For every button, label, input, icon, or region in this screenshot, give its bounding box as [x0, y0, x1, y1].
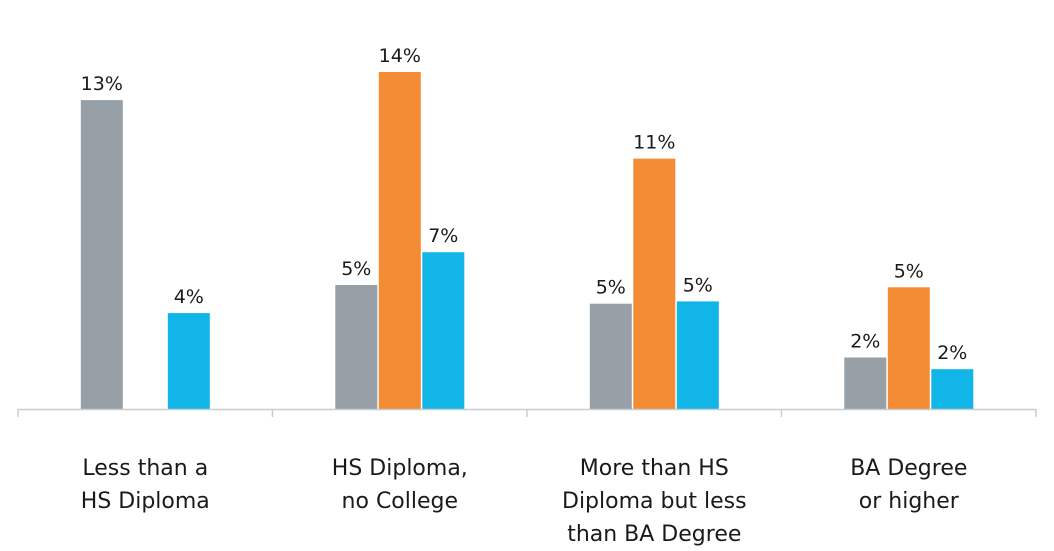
data-label-series-3-cat-1: 4%	[174, 286, 204, 308]
category-labels-layer: Less than a HS Diploma HS Diploma, no Colle…	[81, 456, 968, 547]
bar-series-3-cat-1	[167, 313, 210, 409]
value-labels-layer: 13% 4% 5% 14% 7% 5% 11% 5% 2% 5% 2%	[81, 45, 968, 364]
bar-series-2-cat-3	[633, 158, 676, 409]
bar-series-3-cat-2	[422, 252, 465, 409]
data-label-series-2-cat-4: 5%	[894, 260, 924, 282]
data-label-series-1-cat-4: 2%	[850, 331, 880, 353]
bar-series-1-cat-1	[80, 100, 123, 409]
data-label-series-3-cat-2: 7%	[428, 225, 458, 247]
data-label-series-3-cat-3: 5%	[683, 274, 713, 296]
data-label-series-2-cat-2: 14%	[379, 45, 421, 67]
category-label-4: BA Degree or higher	[850, 456, 967, 514]
data-label-series-3-cat-4: 2%	[937, 342, 967, 364]
bar-series-3-cat-3	[676, 301, 719, 409]
bar-series-1-cat-3	[589, 303, 632, 409]
bar-series-2-cat-4	[887, 287, 930, 409]
data-label-series-2-cat-3: 11%	[633, 132, 675, 154]
data-label-series-1-cat-3: 5%	[596, 277, 626, 299]
x-axis	[17, 408, 1037, 417]
category-label-2: HS Diploma, no College	[332, 456, 468, 514]
data-label-series-1-cat-1: 13%	[81, 73, 123, 95]
bar-series-1-cat-2	[335, 285, 378, 409]
bar-series-1-cat-4	[844, 357, 887, 409]
category-label-3: More than HS Diploma but less than BA Degr…	[562, 456, 747, 547]
bar-series-2-cat-2	[378, 72, 421, 409]
category-label-1: Less than a HS Diploma	[81, 456, 210, 514]
bars-layer	[80, 72, 974, 409]
bar-series-3-cat-4	[931, 369, 974, 409]
data-label-series-1-cat-2: 5%	[341, 258, 371, 280]
